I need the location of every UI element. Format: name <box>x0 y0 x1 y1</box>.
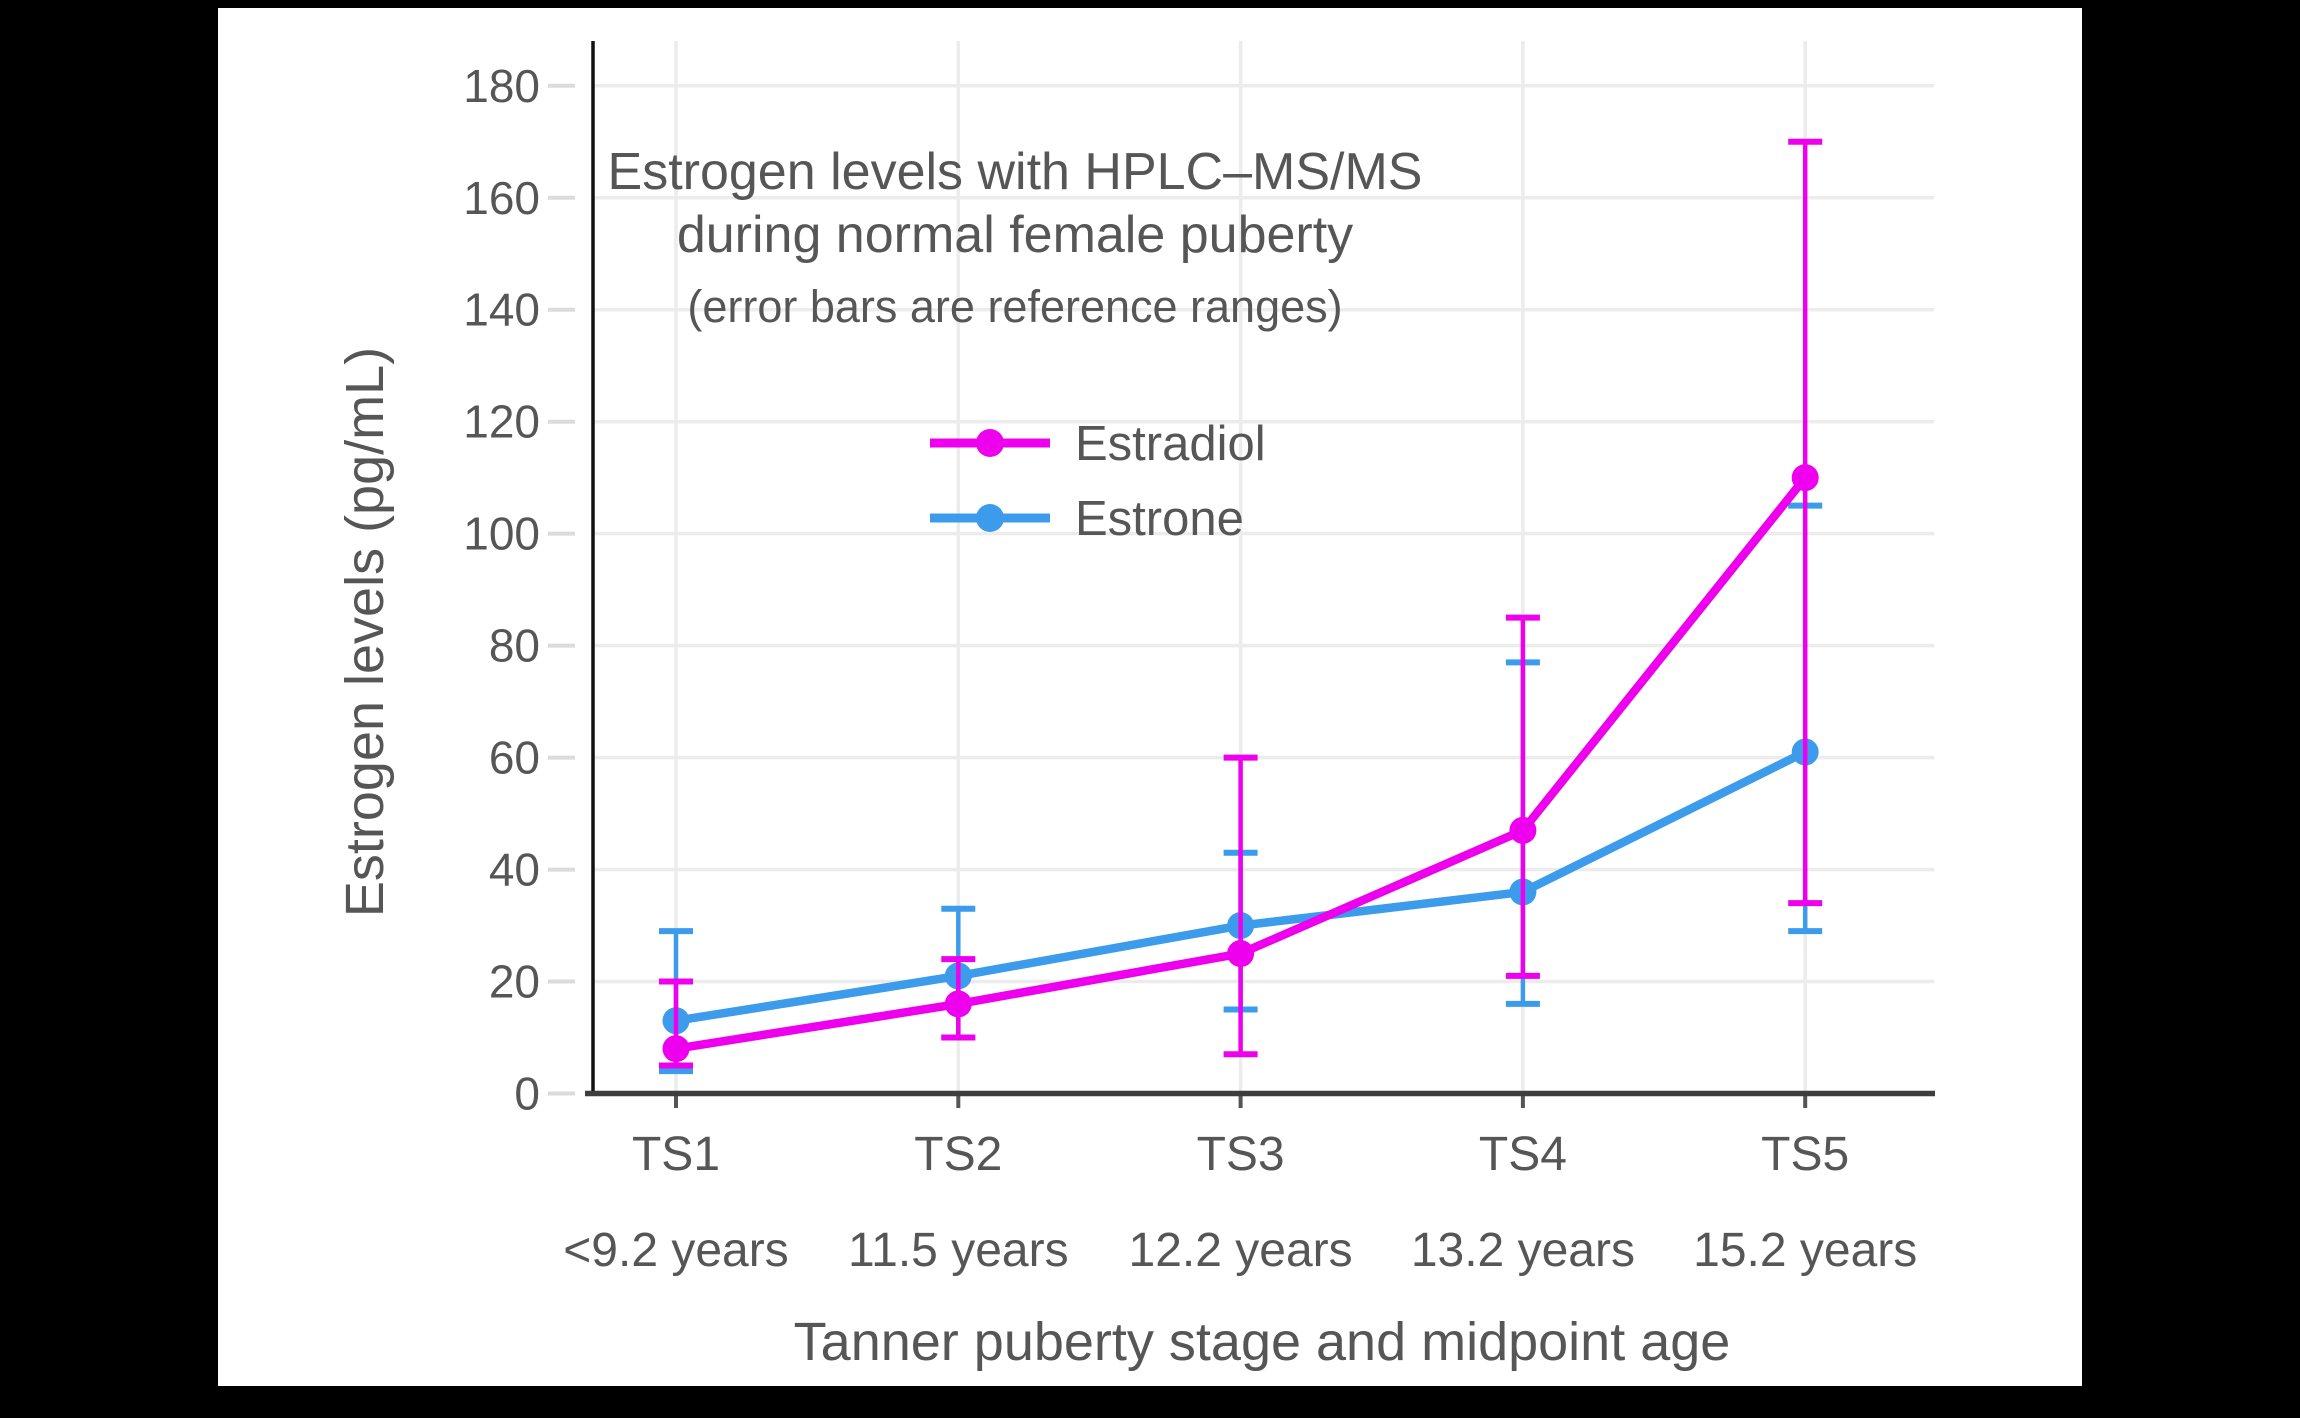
x-tick-label: TS5 <box>1761 1128 1849 1181</box>
legend-marker-estrone-icon <box>976 504 1004 532</box>
plot-area: 0 20 40 60 80 100 120 140 160 180 TS1 <9.2 years TS2… <box>463 41 1935 1277</box>
x-tick-sublabel: 11.5 years <box>848 1224 1069 1277</box>
chart-title-line2: during normal female puberty <box>677 206 1353 264</box>
data-point-estradiol <box>1227 940 1255 968</box>
data-point-estradiol <box>1509 816 1537 844</box>
legend-item-estradiol: Estradiol <box>930 417 1266 471</box>
y-tick-label: 100 <box>463 508 540 560</box>
x-tick-label: TS2 <box>914 1128 1002 1181</box>
data-point-estradiol <box>662 1035 690 1063</box>
y-tick-label: 140 <box>463 284 540 336</box>
legend-item-estrone: Estrone <box>930 492 1244 546</box>
y-tick-label: 0 <box>514 1068 540 1120</box>
legend-label-estradiol: Estradiol <box>1075 417 1266 471</box>
x-tick-label: TS4 <box>1479 1128 1567 1181</box>
chart-canvas: 0 20 40 60 80 100 120 140 160 180 TS1 <9.2 years TS2… <box>218 8 2082 1386</box>
data-point-estradiol <box>944 990 972 1018</box>
x-tick-sublabel: <9.2 years <box>563 1224 788 1277</box>
chart-title-line1: Estrogen levels with HPLC–MS/MS <box>608 143 1423 201</box>
y-tick-label: 60 <box>489 732 540 784</box>
y-tick-label: 120 <box>463 396 540 448</box>
estrogen-line-chart: 0 20 40 60 80 100 120 140 160 180 TS1 <9.2 years TS2… <box>335 41 1935 1372</box>
y-tick-label: 80 <box>489 620 540 672</box>
chart-subtitle: (error bars are reference ranges) <box>687 281 1342 332</box>
y-tick-label: 160 <box>463 172 540 224</box>
legend-marker-estradiol-icon <box>976 429 1004 457</box>
data-point-estradiol <box>1791 464 1819 492</box>
y-tick-label: 40 <box>489 844 540 896</box>
x-tick-sublabel: 13.2 years <box>1411 1224 1635 1277</box>
y-axis-title: Estrogen levels (pg/mL) <box>335 347 395 917</box>
x-tick-sublabel: 15.2 years <box>1693 1224 1917 1277</box>
x-axis-title: Tanner puberty stage and midpoint age <box>794 1312 1731 1372</box>
y-tick-label: 20 <box>489 956 540 1008</box>
legend-label-estrone: Estrone <box>1075 492 1244 546</box>
x-tick-label: TS3 <box>1197 1128 1285 1181</box>
y-tick-label: 180 <box>463 60 540 112</box>
x-tick-label: TS1 <box>632 1128 720 1181</box>
legend: Estradiol Estrone <box>930 417 1266 546</box>
series-estradiol <box>659 138 1823 1069</box>
x-tick-sublabel: 12.2 years <box>1129 1224 1353 1277</box>
